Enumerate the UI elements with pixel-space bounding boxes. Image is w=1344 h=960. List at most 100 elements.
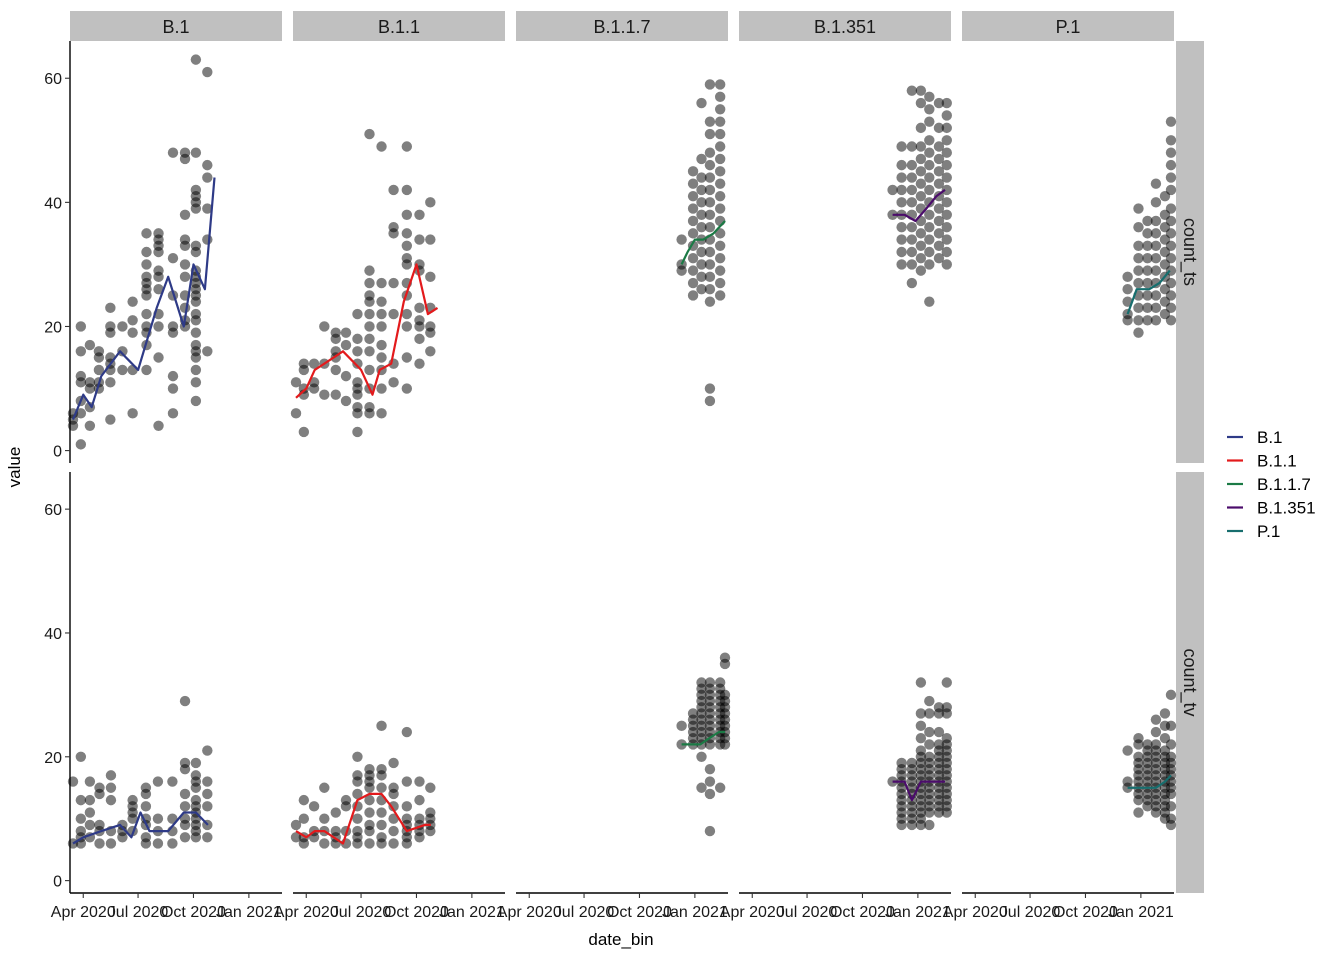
data-point — [179, 757, 191, 769]
data-point — [352, 788, 363, 800]
x-tick-label: Oct 2020 — [607, 904, 672, 921]
data-point — [376, 296, 387, 307]
data-point — [202, 832, 213, 843]
data-point — [924, 221, 935, 233]
data-point — [924, 751, 935, 762]
data-point — [1165, 228, 1177, 239]
data-point — [127, 364, 138, 376]
data-point — [915, 97, 927, 109]
x-tick-label: Jul 2020 — [331, 904, 392, 921]
data-point — [1150, 714, 1162, 725]
data-point — [179, 271, 191, 283]
data-point — [425, 807, 436, 818]
y-tick-label: 40 — [44, 195, 62, 212]
data-point — [75, 408, 87, 419]
data-point — [141, 321, 152, 332]
data-point — [906, 159, 918, 171]
data-point — [915, 153, 927, 165]
data-point — [352, 770, 363, 781]
data-point — [202, 159, 213, 171]
data-point — [941, 122, 952, 134]
data-point — [414, 234, 425, 245]
data-point — [933, 141, 945, 152]
data-point — [906, 141, 918, 152]
data-point — [1150, 315, 1162, 326]
data-point — [401, 141, 413, 152]
data-point — [906, 757, 918, 769]
data-point — [340, 370, 352, 382]
data-point — [696, 197, 707, 208]
data-point — [179, 234, 191, 245]
legend-label-B.1.351: B.1.351 — [1257, 499, 1316, 518]
data-point — [906, 85, 918, 96]
data-point — [714, 104, 726, 115]
data-point — [153, 321, 164, 332]
data-point — [941, 209, 952, 220]
data-point — [1165, 159, 1177, 171]
strip-label-count_ts: count_ts — [1179, 218, 1200, 286]
data-point — [941, 159, 952, 171]
data-point — [414, 776, 425, 787]
data-point — [1150, 253, 1162, 264]
data-point — [319, 813, 330, 824]
data-point — [896, 221, 907, 233]
strip-B.1.1.7 — [516, 11, 728, 41]
data-point — [1165, 215, 1177, 227]
data-point — [704, 128, 716, 140]
data-point — [714, 79, 726, 90]
strip-B.1 — [70, 11, 282, 41]
data-point — [896, 172, 907, 183]
data-point — [401, 801, 413, 812]
series-line-B.1.1 — [295, 792, 431, 845]
data-point — [704, 159, 716, 171]
data-point — [414, 794, 425, 806]
data-point — [696, 246, 707, 258]
data-point — [84, 819, 96, 831]
data-point — [179, 801, 191, 812]
panel-B.1.1.7-count_ts — [676, 79, 726, 407]
data-point — [152, 838, 164, 849]
data-point — [127, 327, 138, 338]
data-point — [364, 265, 375, 276]
data-point — [1133, 221, 1144, 233]
data-point — [352, 333, 363, 345]
data-point — [388, 184, 399, 196]
strip-count_tv — [1176, 472, 1204, 893]
data-point — [167, 253, 179, 264]
panel-B.1.1.7-count_tv — [676, 652, 731, 837]
data-point — [696, 259, 707, 270]
data-point — [1142, 240, 1153, 251]
data-point — [94, 819, 105, 831]
data-point — [364, 794, 375, 806]
data-point — [140, 801, 152, 812]
data-point — [704, 296, 716, 307]
data-point — [704, 271, 716, 283]
data-point — [924, 209, 935, 220]
panel-B.1-count_ts — [67, 54, 216, 450]
data-point — [714, 277, 726, 289]
data-point — [687, 166, 699, 177]
data-point — [93, 364, 105, 376]
data-point — [84, 807, 96, 818]
data-point — [364, 346, 375, 357]
x-tick-label: Apr 2020 — [274, 904, 339, 921]
legend-label-B.1.1: B.1.1 — [1257, 452, 1297, 471]
data-point — [1150, 178, 1162, 189]
strip-P.1 — [962, 11, 1174, 41]
data-point — [388, 801, 399, 812]
data-point — [915, 677, 927, 688]
data-point — [401, 726, 413, 738]
data-point — [915, 228, 927, 239]
data-point — [364, 290, 375, 301]
data-point — [696, 172, 707, 183]
data-point — [1165, 739, 1177, 750]
data-point — [414, 813, 425, 824]
data-point — [376, 383, 387, 394]
data-point — [190, 308, 202, 320]
data-point — [896, 184, 907, 196]
data-point — [1165, 184, 1177, 196]
data-point — [319, 782, 330, 793]
data-point — [105, 377, 116, 388]
data-point — [714, 141, 726, 152]
data-point — [1150, 302, 1162, 314]
